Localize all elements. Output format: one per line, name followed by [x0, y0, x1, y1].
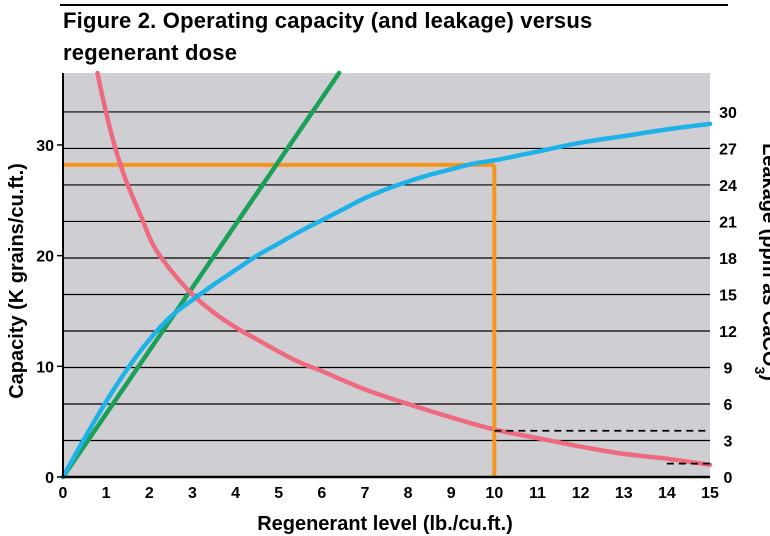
plot-area	[63, 73, 710, 477]
figure-title-line-2: regenerant dose	[63, 40, 238, 65]
y-left-tick-label-30: 30	[36, 138, 54, 155]
series-group	[60, 70, 713, 480]
x-tick-label-13: 13	[615, 485, 633, 502]
y-left-tick-label-0: 0	[45, 470, 54, 487]
y-right-tick-label-18: 18	[719, 251, 737, 268]
y-right-axis-title-main: Leakage (ppm as CaCO	[758, 143, 770, 366]
x-tick-label-2: 2	[145, 485, 154, 502]
x-tick-label-12: 12	[572, 485, 590, 502]
x-tick-label-15: 15	[701, 485, 719, 502]
x-tick-label-4: 4	[231, 485, 240, 502]
x-tick-label-10: 10	[485, 485, 503, 502]
series-leakage	[95, 70, 713, 468]
x-tick-label-7: 7	[360, 485, 369, 502]
y-right-tick-label-24: 24	[719, 178, 737, 195]
x-tick-label-14: 14	[658, 485, 676, 502]
top-rule	[60, 4, 728, 6]
figure-title-line-1: Figure 2. Operating capacity (and leakag…	[63, 8, 593, 33]
y-left-axis-title: Capacity (K grains/cu.ft.)	[6, 163, 28, 399]
x-tick-label-9: 9	[447, 485, 456, 502]
y-right-tick-labels: 0 3 6 9 12 15 18 21 24 27 30	[719, 105, 737, 487]
y-right-tick-label-9: 9	[724, 360, 733, 377]
grid	[63, 111, 710, 442]
y-right-tick-label-3: 3	[724, 433, 733, 450]
y-right-tick-label-15: 15	[719, 287, 737, 304]
y-right-tick-label-27: 27	[719, 141, 737, 158]
x-tick-label-8: 8	[404, 485, 413, 502]
y-right-tick-label-30: 30	[719, 105, 737, 122]
x-tick-label-6: 6	[317, 485, 326, 502]
y-right-tick-label-21: 21	[719, 214, 737, 231]
x-tick-label-3: 3	[188, 485, 197, 502]
x-axis-title: Regenerant level (lb./cu.ft.)	[257, 513, 513, 535]
y-right-tick-label-12: 12	[719, 324, 737, 341]
series-diagonal	[60, 70, 342, 480]
x-tick-label-11: 11	[529, 485, 546, 502]
y-right-axis-title-close: )	[758, 374, 770, 381]
y-right-tick-label-6: 6	[724, 397, 733, 414]
y-left-tick-label-20: 20	[36, 249, 54, 266]
x-tick-label-0: 0	[59, 485, 68, 502]
y-right-axis-title-subscript: 3	[752, 366, 768, 374]
x-tick-labels: 0 1 2 3 4 5 6 7 8 9 10 11 12 13 14 15	[59, 485, 719, 502]
y-left-tick-labels: 0 10 20 30	[36, 138, 63, 487]
x-tick-label-1: 1	[102, 485, 111, 502]
axes	[62, 73, 710, 479]
x-tick-label-5: 5	[274, 485, 283, 502]
y-left-tick-label-10: 10	[36, 359, 54, 376]
y-right-tick-label-0: 0	[724, 470, 733, 487]
y-right-axis-title: Leakage (ppm as CaCO3)	[752, 143, 770, 381]
series-capacity	[60, 121, 713, 480]
guide-lines-front	[492, 164, 710, 477]
